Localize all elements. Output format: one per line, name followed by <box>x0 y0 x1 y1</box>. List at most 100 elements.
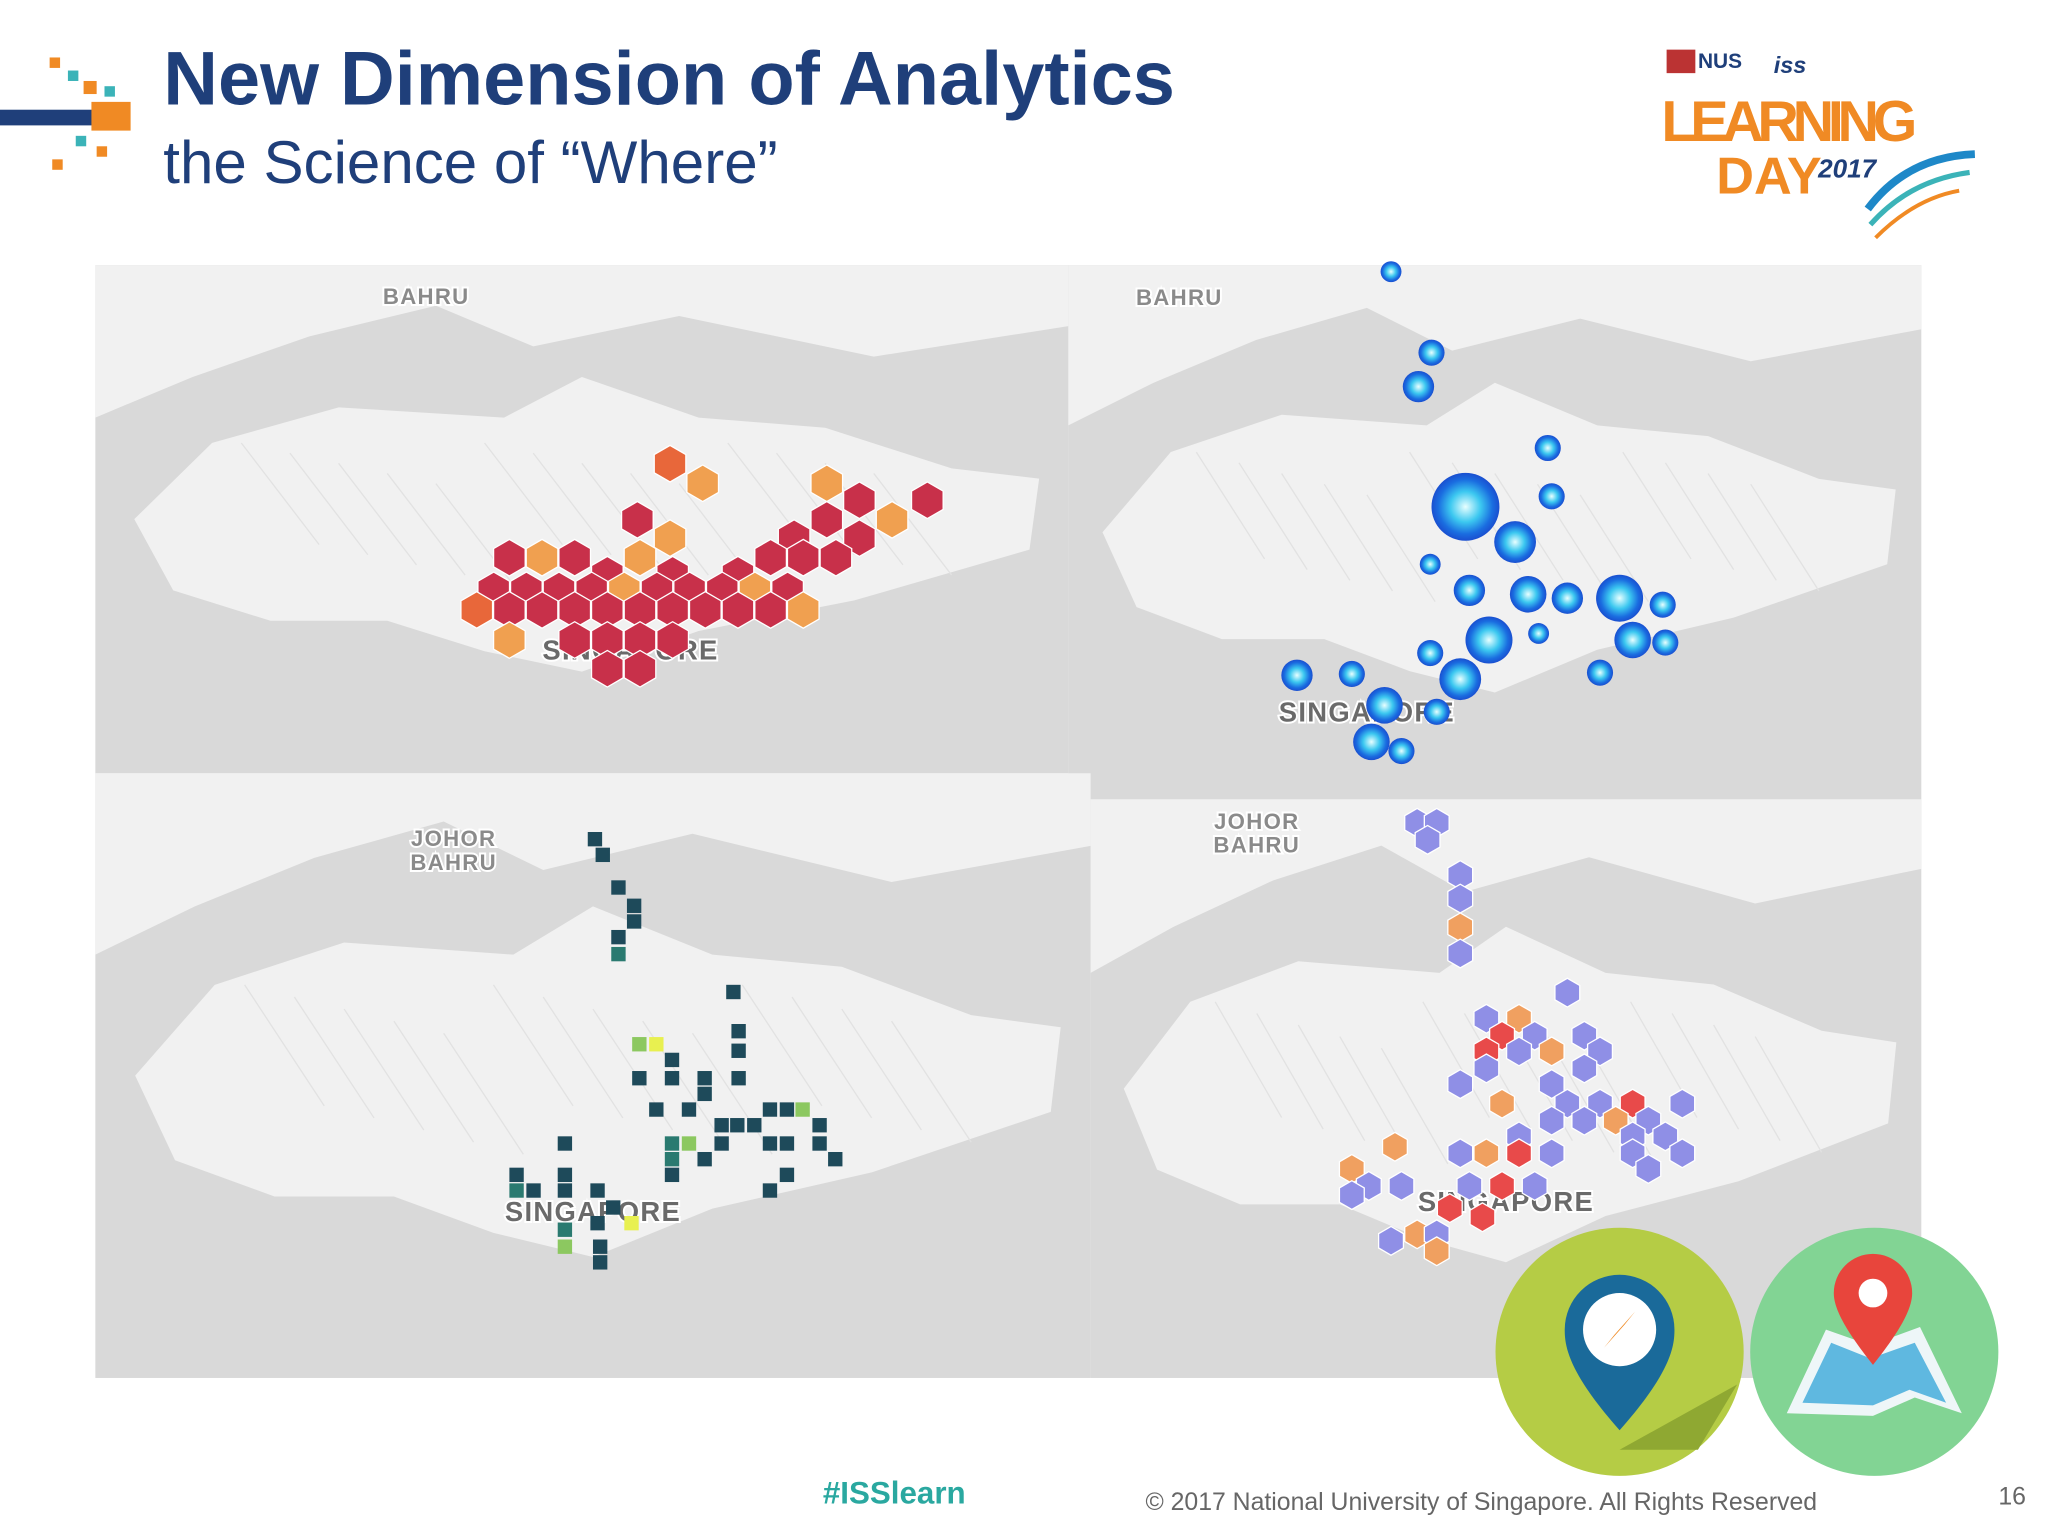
map-label: SINGAPORE <box>505 1196 681 1227</box>
logo-square <box>104 86 115 97</box>
hexbin <box>688 590 722 629</box>
map-sea <box>1802 1342 1947 1406</box>
grid-cell <box>557 1222 573 1237</box>
hexbin <box>1447 912 1474 943</box>
heat-blob <box>1538 483 1565 510</box>
map-road <box>1750 483 1820 592</box>
hexbin <box>1586 1088 1614 1119</box>
map-label: SINGAPORE <box>1279 696 1455 727</box>
map-label: JOHOR <box>1214 809 1299 834</box>
hexbin <box>558 538 592 577</box>
hexbin <box>1377 1225 1405 1256</box>
logo-square <box>67 70 79 81</box>
nus-text: NUS <box>1698 50 1742 73</box>
grid-cell <box>697 1086 712 1102</box>
hexbin <box>1538 1105 1565 1136</box>
map-road <box>1622 451 1692 560</box>
map-road <box>873 473 953 576</box>
map-road <box>338 462 417 566</box>
logo-square <box>75 135 87 147</box>
grid-cell <box>779 1102 795 1117</box>
heat-blob <box>1388 737 1415 765</box>
map-road <box>492 984 574 1107</box>
hexbin <box>1414 824 1441 855</box>
title: New Dimension of Analytics <box>163 36 1175 121</box>
needle <box>1603 1311 1636 1348</box>
hexbin <box>819 538 853 577</box>
hexbin <box>653 444 687 483</box>
logo-bar <box>0 109 118 126</box>
map-road <box>240 442 320 545</box>
heat-blob <box>1423 698 1450 725</box>
grid-cell <box>812 1118 827 1133</box>
map-label: BAHRU <box>1213 832 1300 857</box>
hexbin <box>1635 1153 1662 1185</box>
grid-cell <box>626 914 642 929</box>
hexbin <box>1505 1036 1533 1067</box>
grid-cell <box>557 1167 573 1183</box>
heat-blob <box>1465 616 1513 664</box>
map-road <box>1214 1001 1283 1118</box>
learning-text: LEARNING <box>1661 90 1917 154</box>
heat-blob <box>1418 339 1445 366</box>
map-road <box>393 1020 475 1143</box>
grid-cell <box>697 1071 712 1086</box>
day-text: DAY <box>1716 147 1822 205</box>
map-land <box>95 773 1091 955</box>
heat-blob <box>1439 658 1482 701</box>
heat-blob <box>1431 472 1500 541</box>
grid-cell <box>611 929 626 945</box>
grid-cell <box>664 1136 680 1151</box>
hexbin <box>1338 1179 1365 1211</box>
grid-cell <box>812 1136 827 1151</box>
hexbin <box>1473 1003 1500 1034</box>
map-pin-dot <box>1858 1278 1888 1308</box>
heat-blob <box>1353 723 1390 761</box>
heat-blob <box>1494 521 1536 563</box>
grid-cell <box>681 1102 697 1117</box>
heat-blob <box>1338 660 1365 688</box>
map-road <box>891 1020 972 1143</box>
map-road <box>775 452 855 556</box>
map-road <box>293 996 375 1119</box>
heat-blob <box>1534 434 1561 462</box>
hexbin <box>1456 1170 1483 1202</box>
hexbin <box>1381 1131 1408 1162</box>
map-road <box>1380 1047 1449 1165</box>
hexbin <box>686 464 720 503</box>
grid-cell <box>632 1071 647 1086</box>
map-road <box>1713 1024 1781 1142</box>
map-land <box>135 906 1061 1258</box>
iss-text: iss <box>1774 52 1807 78</box>
map-road <box>244 984 325 1107</box>
grid-cell <box>611 946 626 962</box>
hexbin <box>1436 1193 1463 1224</box>
hexbin <box>842 481 876 520</box>
hexbin <box>1447 938 1474 969</box>
logo-square <box>96 146 108 157</box>
grid-cell <box>649 1037 664 1052</box>
grid-cell <box>624 1216 639 1231</box>
grid-cell <box>590 1183 605 1198</box>
hexbin <box>1447 1068 1474 1100</box>
grid-cell <box>697 1152 712 1167</box>
grid-cell <box>509 1167 524 1183</box>
hexbin <box>1652 1121 1679 1152</box>
heat-blob <box>1453 574 1486 607</box>
map-land <box>95 265 1069 418</box>
grid-cell <box>632 1037 647 1052</box>
hexbin <box>525 538 559 577</box>
heat-blob <box>1380 261 1402 283</box>
grid-cell <box>731 1043 746 1058</box>
grid-cell <box>664 1052 680 1068</box>
hexbin <box>656 620 690 660</box>
map-road <box>1422 1001 1490 1118</box>
hexbin <box>492 620 526 660</box>
grid-cell <box>509 1183 524 1198</box>
map-label: JOHOR <box>411 826 496 851</box>
hexbin <box>623 538 657 577</box>
heat-blob <box>1649 591 1676 618</box>
